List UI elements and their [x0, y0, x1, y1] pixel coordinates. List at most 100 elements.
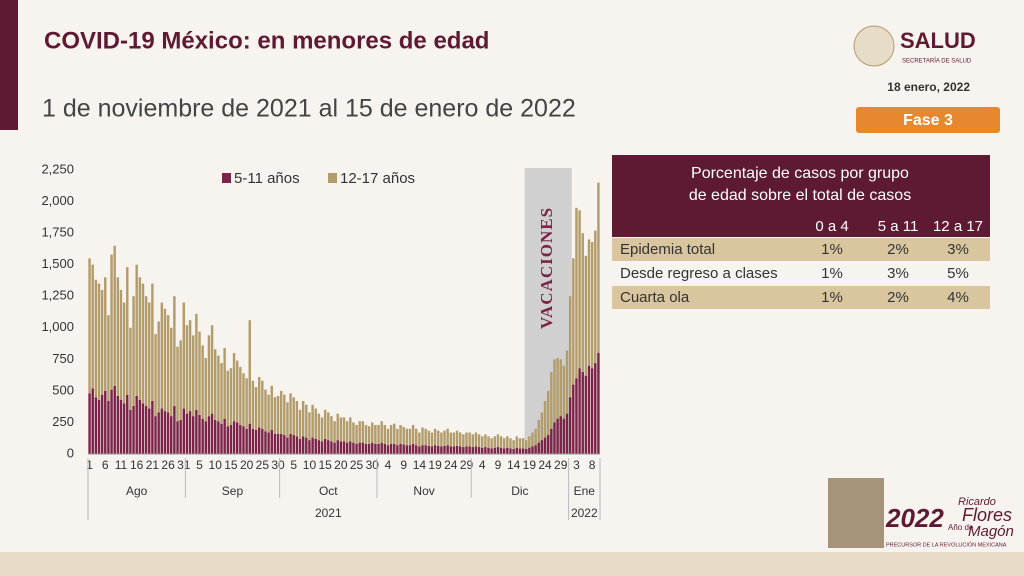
bar-segment [386, 445, 390, 454]
table-row-bg [612, 286, 990, 309]
bar-segment [490, 448, 493, 454]
bar-segment [248, 423, 251, 454]
y-tick-label: 1,750 [41, 225, 74, 240]
y-tick-label: 250 [52, 414, 74, 429]
x-tick-label: 29 [460, 458, 474, 472]
bar-segment [502, 448, 506, 454]
month-label: Sep [222, 484, 244, 498]
bar-segment [336, 440, 339, 454]
bar-segment [104, 390, 107, 454]
bar-segment [267, 432, 270, 454]
bar-segment [459, 446, 462, 454]
legend-label: 5-11 años [234, 170, 300, 187]
bar-segment [524, 440, 528, 449]
bar-segment [242, 426, 245, 454]
bar-segment [166, 315, 170, 413]
bar-segment [245, 378, 248, 429]
bar-segment [198, 414, 201, 454]
bar-segment [474, 446, 478, 454]
bar-segment [182, 302, 186, 409]
y-tick-label: 2,000 [41, 193, 74, 208]
bar-segment [317, 440, 321, 454]
bar-segment [352, 442, 355, 454]
footer-name: Ricardo [958, 496, 996, 508]
bar-segment [355, 443, 358, 454]
bar-segment [188, 320, 192, 412]
bar-segment [292, 435, 295, 454]
bar-segment [374, 443, 377, 454]
bar-segment [358, 421, 361, 443]
logo-seal [853, 25, 895, 67]
bar-segment [339, 417, 343, 442]
bar-segment [245, 428, 248, 454]
bar-segment [254, 387, 258, 431]
bar-segment [380, 421, 383, 443]
bar-segment [264, 389, 267, 432]
bar-segment [276, 395, 280, 434]
x-tick-label: 19 [428, 458, 442, 472]
legend-swatch [222, 173, 231, 183]
bar-segment [393, 423, 396, 444]
bar-segment [418, 446, 421, 454]
bar-segment [408, 445, 412, 454]
bar-segment [298, 438, 302, 454]
bar-segment [575, 207, 578, 379]
bar-segment [129, 409, 132, 454]
bar-segment [553, 422, 556, 454]
bar-segment [389, 443, 393, 454]
bar-segment [151, 283, 154, 401]
side-strip [0, 0, 18, 130]
bar-segment [301, 436, 305, 454]
bar-segment [424, 428, 427, 446]
bar-segment [452, 432, 456, 447]
bar-segment [132, 296, 135, 407]
bar-segment [163, 308, 167, 412]
bar-segment [314, 408, 317, 439]
bar-segment [597, 353, 600, 454]
bar-segment [396, 445, 399, 454]
bar-segment [531, 446, 534, 454]
table-col: 12 a 17 [933, 218, 983, 235]
bar-segment [437, 445, 440, 454]
bar-segment [330, 441, 333, 454]
x-tick-label: 1 [86, 458, 93, 472]
bar-segment [210, 413, 214, 454]
bar-segment [210, 325, 214, 414]
footer-name: Flores [962, 505, 1012, 525]
bar-segment [154, 334, 157, 417]
x-tick-label: 6 [102, 458, 109, 472]
bar-segment [257, 377, 261, 428]
bar-segment [377, 424, 380, 444]
bar-segment [311, 404, 314, 438]
vacation-label: Vacaciones [537, 207, 556, 329]
bar-segment [480, 436, 484, 448]
bar-segment [333, 442, 336, 454]
bar-segment [487, 447, 490, 454]
x-tick-label: 9 [400, 458, 407, 472]
x-tick-label: 5 [290, 458, 297, 472]
bar-segment [279, 433, 283, 454]
x-tick-label: 21 [146, 458, 160, 472]
bar-segment [345, 421, 349, 443]
x-tick-label: 14 [507, 458, 521, 472]
bar-segment [201, 418, 204, 454]
bar-segment [154, 416, 157, 454]
table-row-label: Cuarta ola [620, 289, 690, 306]
y-tick-label: 0 [67, 445, 74, 460]
bar-segment [468, 446, 471, 454]
bar-segment [540, 440, 544, 454]
bar-segment [192, 416, 195, 454]
bar-segment [94, 279, 98, 398]
bar-segment [446, 445, 449, 454]
bar-segment [550, 428, 553, 454]
table-cell: 1% [821, 265, 843, 282]
bar-segment [355, 424, 358, 444]
year-label: 2022 [571, 506, 598, 520]
bar-segment [364, 443, 368, 454]
x-tick-label: 10 [303, 458, 317, 472]
bar-segment [427, 430, 431, 446]
bar-segment [484, 447, 487, 454]
month-label: Ene [574, 484, 596, 498]
bar-segment [132, 406, 135, 454]
bar-segment [223, 347, 226, 419]
